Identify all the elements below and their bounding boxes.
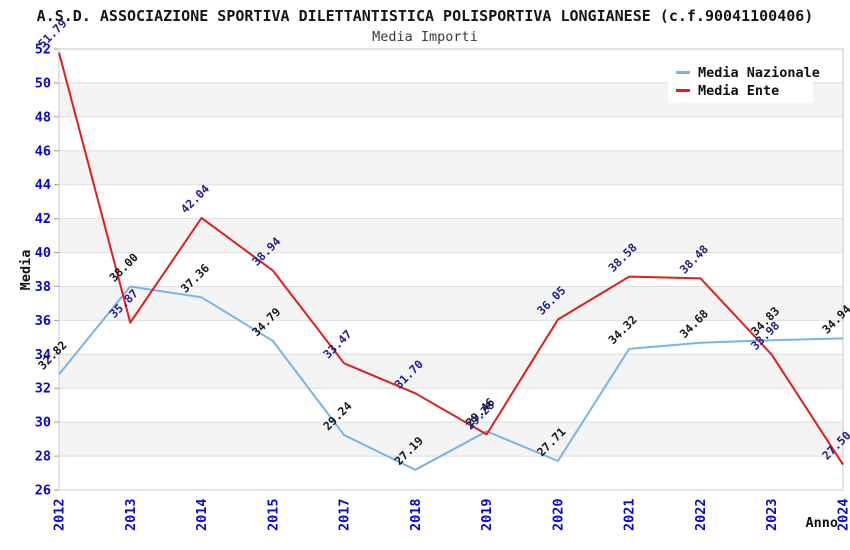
y-tick-label: 34 bbox=[35, 347, 51, 363]
series-line-media-ente bbox=[58, 52, 844, 466]
y-tick-label: 38 bbox=[35, 279, 51, 295]
y-tick-label: 36 bbox=[35, 313, 51, 329]
y-tick-label: 26 bbox=[35, 483, 51, 499]
series-line-media-nazionale bbox=[58, 285, 844, 471]
point-label: 42.04 bbox=[178, 182, 212, 216]
x-tick-label: 2015 bbox=[265, 498, 281, 531]
x-tick-label: 2018 bbox=[408, 498, 424, 531]
x-tick-label: 2022 bbox=[693, 498, 709, 531]
y-axis-title: Media bbox=[18, 250, 34, 291]
y-tick-label: 44 bbox=[35, 177, 51, 193]
y-tick-label: 32 bbox=[35, 381, 51, 397]
y-tick-label: 42 bbox=[35, 211, 51, 227]
chart-legend: Media Nazionale Media Ente bbox=[668, 58, 820, 103]
y-tick-label: 30 bbox=[35, 415, 51, 431]
y-tick-label: 28 bbox=[35, 449, 51, 465]
y-tick-label: 52 bbox=[35, 42, 51, 58]
grid-band bbox=[59, 150, 843, 185]
x-tick-label: 2014 bbox=[194, 498, 210, 531]
y-tick-label: 50 bbox=[35, 75, 51, 91]
x-tick-label: 2019 bbox=[479, 498, 495, 531]
x-axis-title: Anno bbox=[805, 515, 838, 531]
legend-background bbox=[668, 58, 813, 103]
x-tick-label: 2012 bbox=[52, 498, 68, 531]
legend-label-media-ente: Media Ente bbox=[698, 83, 779, 99]
grid-band bbox=[59, 286, 843, 321]
chart-title: A.S.D. ASSOCIAZIONE SPORTIVA DILETTANTIS… bbox=[37, 7, 814, 25]
x-tick-label: 2020 bbox=[550, 498, 566, 531]
legend-label-media-nazionale: Media Nazionale bbox=[698, 65, 820, 81]
x-tick-label: 2013 bbox=[123, 498, 139, 531]
grid-band bbox=[59, 354, 843, 389]
grid-band bbox=[59, 218, 843, 253]
x-tick-label: 2017 bbox=[337, 498, 353, 531]
x-tick-label: 2021 bbox=[622, 498, 638, 531]
y-tick-label: 46 bbox=[35, 143, 51, 159]
x-tick-label: 2024 bbox=[836, 498, 850, 531]
chart-subtitle: Media Importi bbox=[372, 29, 478, 45]
x-tick-label: 2023 bbox=[764, 498, 780, 531]
y-tick-label: 40 bbox=[35, 245, 51, 261]
plot-border bbox=[58, 48, 844, 491]
y-tick-label: 48 bbox=[35, 109, 51, 125]
